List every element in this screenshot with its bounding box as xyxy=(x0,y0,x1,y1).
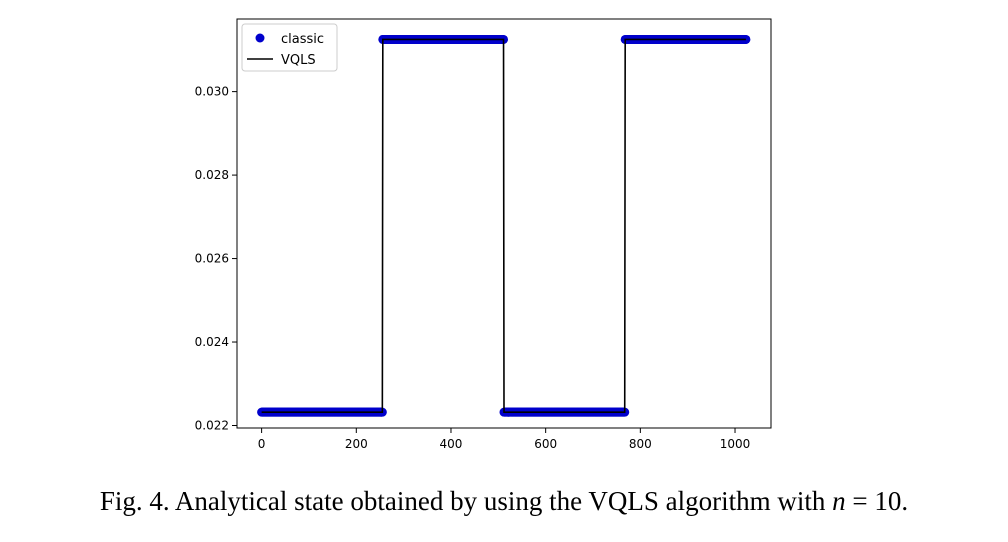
x-tick-label: 200 xyxy=(345,437,368,451)
y-axis: 0.022 0.024 0.026 0.028 0.030 xyxy=(195,85,237,432)
x-tick-label: 800 xyxy=(629,437,652,451)
y-tick-label: 0.030 xyxy=(195,85,229,99)
x-tick-label: 400 xyxy=(440,437,463,451)
legend-classic-label: classic xyxy=(281,32,324,47)
vqls-line xyxy=(261,38,746,413)
chart: 0 200 400 600 800 1000 0.0220.0240.0260.0280.… xyxy=(195,18,772,451)
caption-suffix: = 10. xyxy=(845,486,909,516)
x-tick-label: 600 xyxy=(534,437,557,451)
y-tick-label: 0.028 xyxy=(195,168,229,182)
legend-vqls-label: VQLS xyxy=(281,53,316,68)
legend-classic-marker xyxy=(255,33,265,43)
x-axis: 0 200 400 600 800 1000 xyxy=(258,428,750,451)
chart-marks xyxy=(257,34,751,417)
y-tick-label: 0.026 xyxy=(195,252,229,266)
caption-variable: n xyxy=(832,486,846,516)
y-tick-label: 0.024 xyxy=(195,335,229,349)
plot-frame xyxy=(236,18,772,429)
x-tick-label: 0 xyxy=(258,437,266,451)
y-tick-label: 0.022 xyxy=(195,418,229,432)
caption-text: Fig. 4. Analytical state obtained by usi… xyxy=(99,486,833,516)
x-tick-label: 1000 xyxy=(720,437,751,451)
legend: classic VQLS xyxy=(241,23,338,72)
figure-caption: Fig. 4. Analytical state obtained by usi… xyxy=(0,486,1008,517)
